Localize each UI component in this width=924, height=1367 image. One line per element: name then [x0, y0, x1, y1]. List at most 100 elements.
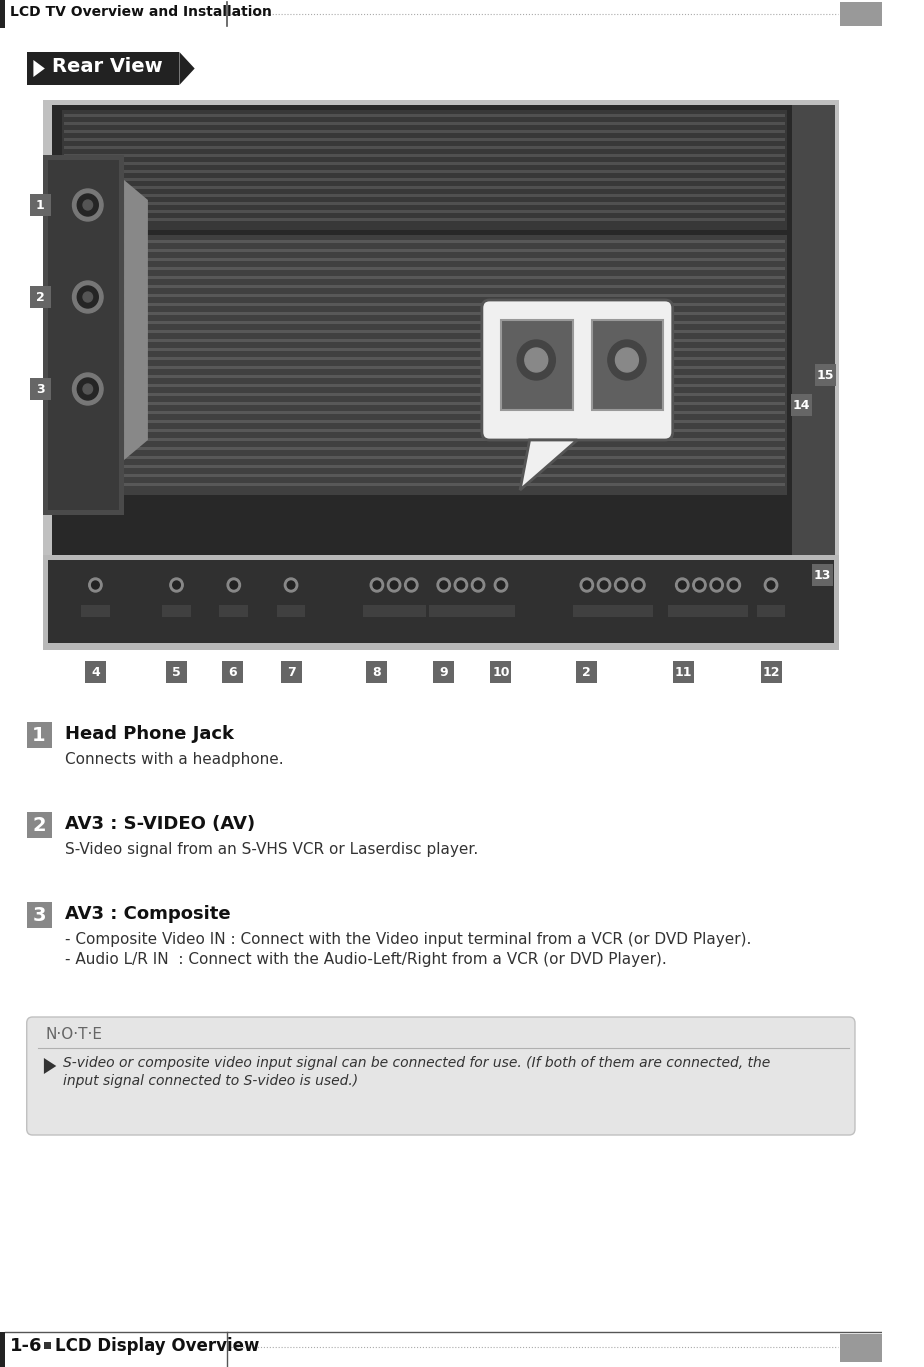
Bar [62, 109, 787, 230]
Bar [27, 722, 52, 748]
Text: N·O·T·E: N·O·T·E [46, 1027, 103, 1042]
Text: LCD Display Overview: LCD Display Overview [55, 1337, 260, 1355]
Bar [64, 284, 785, 288]
Bar [64, 267, 785, 271]
Bar [48, 560, 834, 642]
Circle shape [72, 373, 103, 405]
Bar [0, 1331, 5, 1367]
Bar [64, 211, 785, 213]
Text: S-video or composite video input signal can be connected for use. (If both of th: S-video or composite video input signal … [63, 1055, 771, 1070]
Bar [64, 146, 785, 149]
Bar [577, 662, 597, 684]
Bar [64, 357, 785, 360]
Circle shape [437, 578, 450, 592]
Circle shape [471, 578, 485, 592]
Circle shape [72, 189, 103, 221]
Circle shape [287, 581, 295, 589]
Bar [64, 276, 785, 279]
Text: Rear View: Rear View [52, 57, 162, 77]
Text: 10: 10 [492, 666, 510, 678]
Bar [367, 662, 387, 684]
Text: - Composite Video IN : Connect with the Video input terminal from a VCR (or DVD : - Composite Video IN : Connect with the … [65, 932, 751, 947]
Polygon shape [44, 1058, 56, 1074]
Polygon shape [520, 440, 578, 489]
Bar [487, 606, 516, 617]
Circle shape [390, 581, 398, 589]
Bar [64, 138, 785, 141]
Circle shape [78, 194, 98, 216]
Text: 9: 9 [440, 666, 448, 678]
Bar [48, 160, 119, 510]
Circle shape [730, 581, 737, 589]
Text: LCD TV Overview and Installation: LCD TV Overview and Installation [9, 5, 272, 19]
Bar [840, 1334, 881, 1362]
Circle shape [89, 578, 102, 592]
Bar [792, 105, 835, 615]
Circle shape [601, 581, 608, 589]
Text: 5: 5 [172, 666, 181, 678]
Bar [43, 100, 839, 625]
Circle shape [72, 282, 103, 313]
Bar [64, 178, 785, 180]
Circle shape [371, 578, 383, 592]
Bar [64, 294, 785, 297]
Bar [840, 1, 881, 26]
Bar [0, 0, 881, 27]
Text: 3: 3 [32, 905, 46, 924]
Bar [64, 349, 785, 351]
Text: input signal connected to S-video is used.): input signal connected to S-video is use… [63, 1074, 359, 1088]
Text: 3: 3 [36, 383, 44, 395]
Bar [64, 366, 785, 369]
Bar [64, 194, 785, 197]
Bar [220, 606, 249, 617]
Bar [43, 154, 124, 515]
Circle shape [170, 578, 183, 592]
Circle shape [693, 578, 706, 592]
Bar [430, 606, 492, 617]
Text: - Audio L/R IN  : Connect with the Audio-Left/Right from a VCR (or DVD Player).: - Audio L/R IN : Connect with the Audio-… [65, 951, 666, 966]
Bar [81, 606, 110, 617]
Bar [27, 902, 52, 928]
Bar [30, 194, 51, 216]
Bar [64, 303, 785, 306]
Text: 6: 6 [228, 666, 237, 678]
Bar [64, 249, 785, 252]
Bar [163, 606, 191, 617]
Circle shape [764, 578, 778, 592]
Circle shape [173, 581, 180, 589]
Bar [64, 420, 785, 422]
Text: 2: 2 [32, 816, 46, 834]
Bar [64, 457, 785, 459]
Circle shape [614, 578, 628, 592]
Polygon shape [124, 180, 148, 461]
Bar [573, 606, 652, 617]
Bar [501, 320, 573, 410]
Circle shape [696, 581, 703, 589]
Bar [433, 662, 455, 684]
Circle shape [635, 581, 642, 589]
Bar [64, 474, 785, 477]
Circle shape [597, 578, 611, 592]
Bar [166, 662, 187, 684]
Bar [64, 241, 785, 243]
Bar [64, 465, 785, 468]
Text: 4: 4 [91, 666, 100, 678]
Text: Connects with a headphone.: Connects with a headphone. [65, 752, 284, 767]
Circle shape [617, 581, 625, 589]
Text: 11: 11 [675, 666, 692, 678]
Bar [44, 1342, 51, 1349]
Bar [64, 437, 785, 442]
Bar [30, 379, 51, 401]
Circle shape [91, 581, 99, 589]
Text: 2: 2 [582, 666, 591, 678]
Bar [64, 170, 785, 174]
Circle shape [767, 581, 775, 589]
Bar [64, 186, 785, 189]
Circle shape [373, 581, 381, 589]
Circle shape [675, 578, 689, 592]
Bar [64, 113, 785, 118]
Circle shape [83, 200, 92, 211]
Bar [62, 235, 787, 495]
Circle shape [632, 578, 645, 592]
FancyBboxPatch shape [27, 1017, 855, 1135]
